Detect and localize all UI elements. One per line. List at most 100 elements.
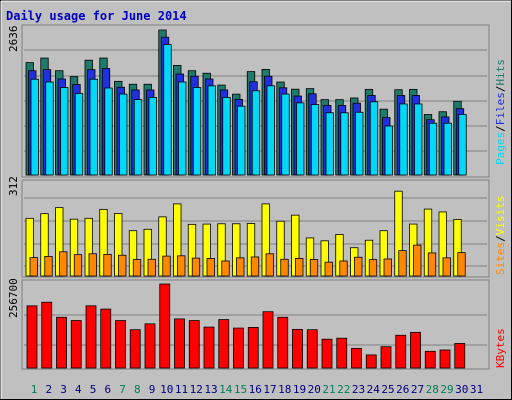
bar-pages-day-3 [60,87,69,176]
x-tick-label: 2 [45,383,52,396]
legend-pages-files-hits: Pages/Files/Hits [494,59,507,165]
x-tick-label: 17 [263,383,276,396]
bar-kbytes-day-30 [454,343,466,369]
bar-pages-day-1 [30,78,39,176]
x-tick-label: 26 [396,383,409,396]
x-tick-label: 6 [104,383,111,396]
legend-entry-pages: Pages [494,132,507,165]
bar-sites-day-8 [132,259,142,277]
bar-sites-day-14 [221,260,230,277]
x-tick-label: 12 [190,383,203,396]
x-tick-label: 16 [249,383,262,396]
bar-pages-day-18 [281,93,290,176]
legend-entry-visits: Visits [494,196,507,236]
x-tick-label: 18 [278,383,291,396]
bar-kbytes-day-18 [277,316,289,369]
bar-pages-day-11 [178,81,187,176]
bar-pages-day-6 [104,87,113,176]
x-tick-label: 27 [411,383,424,396]
legend-entry-sites: Sites [494,242,507,275]
bar-pages-day-19 [296,102,305,176]
x-tick-label: 5 [90,383,97,396]
legend-entry-kbytes: KBytes [494,328,507,368]
bar-kbytes-day-27 [410,331,421,369]
bar-pages-day-25 [384,125,393,176]
bar-kbytes-day-19 [292,328,303,369]
bar-pages-day-12 [192,87,202,176]
bar-sites-day-1 [29,257,38,277]
bar-pages-day-14 [222,96,231,176]
bar-pages-day-9 [148,96,157,176]
bar-sites-day-4 [73,254,83,277]
x-tick-label: 25 [381,383,394,396]
bar-sites-day-22 [339,260,348,277]
bar-pages-day-17 [266,85,275,176]
bar-sites-day-17 [265,253,274,277]
legend-entry-hits: Hits [494,59,507,86]
bar-kbytes-day-3 [56,316,67,369]
x-tick-label: 24 [367,383,381,396]
bar-pages-day-10 [163,44,172,176]
y-max-label: 256700 [7,278,20,318]
bar-kbytes-day-14 [218,319,230,369]
bar-sites-day-2 [44,255,53,277]
bar-kbytes-day-13 [203,326,215,369]
bar-sites-day-15 [236,257,245,277]
legend-entry-files: Files [494,92,507,125]
x-tick-label: 14 [219,383,233,396]
bar-kbytes-day-25 [380,346,392,369]
bar-sites-day-29 [442,257,451,277]
bar-kbytes-day-2 [41,301,53,369]
x-tick-label: 20 [308,383,321,396]
bar-sites-day-30 [457,252,466,277]
bar-kbytes-day-28 [424,350,436,369]
bar-sites-day-26 [398,250,407,277]
x-tick-label: 13 [204,383,217,396]
bar-pages-day-7 [119,93,128,176]
bar-sites-day-23 [354,256,363,277]
bar-kbytes-day-20 [306,329,318,369]
x-tick-label: 28 [426,383,439,396]
bar-kbytes-day-15 [233,327,244,369]
bar-kbytes-day-11 [174,318,185,369]
bar-sites-day-20 [309,259,319,277]
bar-pages-day-8 [133,99,143,176]
y-max-label: 2636 [7,26,20,53]
bar-pages-day-4 [74,93,84,176]
bar-kbytes-day-26 [395,334,407,369]
bar-sites-day-19 [295,258,304,277]
bar-sites-day-6 [103,253,112,277]
x-tick-label: 23 [352,383,365,396]
x-tick-label: 30 [455,383,468,396]
y-max-label: 312 [7,176,20,196]
bar-pages-day-29 [443,122,452,176]
x-tick-label: 21 [322,383,335,396]
bar-kbytes-day-17 [262,311,274,369]
bar-pages-day-13 [207,85,216,176]
x-tick-label: 8 [134,383,141,396]
bar-sites-day-24 [368,259,378,277]
bar-kbytes-day-8 [129,329,141,369]
x-tick-label: 15 [234,383,247,396]
x-tick-label: 3 [60,383,67,396]
bar-kbytes-day-10 [159,283,171,369]
bar-sites-day-10 [162,255,171,277]
bar-sites-day-9 [147,258,156,277]
bar-pages-day-22 [340,112,349,176]
bar-sites-day-18 [280,258,289,277]
bar-kbytes-day-6 [100,308,112,369]
bar-kbytes-day-22 [336,337,348,369]
bar-pages-day-30 [458,114,467,176]
bar-sites-day-16 [250,256,260,277]
x-tick-label: 10 [160,383,173,396]
bar-kbytes-day-21 [321,338,333,369]
bar-kbytes-day-29 [439,349,451,369]
bar-kbytes-day-16 [247,327,259,369]
bar-kbytes-day-4 [70,320,82,369]
bar-pages-day-24 [369,101,379,176]
bar-pages-day-15 [237,105,246,176]
bar-sites-day-11 [177,255,186,277]
bar-kbytes-day-23 [351,347,362,369]
bar-kbytes-day-7 [115,320,126,369]
